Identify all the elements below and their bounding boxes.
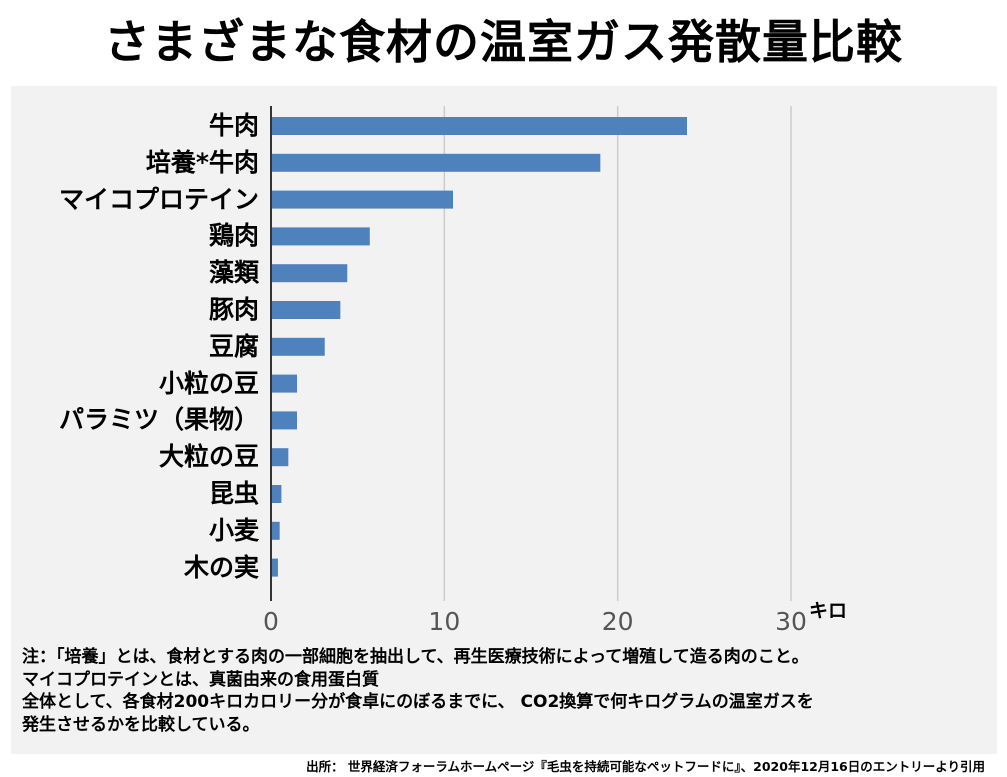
- bar: [271, 227, 370, 246]
- category-label: 藻類: [208, 258, 259, 288]
- category-labels: 牛肉培養*牛肉マイコプロテイン鶏肉藻類豚肉豆腐小粒の豆パラミツ（果物） 大粒の豆昆…: [11, 86, 259, 646]
- category-label: 木の実: [183, 552, 259, 582]
- bar: [271, 301, 341, 319]
- category-label: 豚肉: [208, 295, 259, 324]
- category-label: 小麦: [208, 515, 259, 545]
- category-label: マイコプロテイン: [58, 184, 259, 214]
- category-label: 鶏肉: [208, 221, 259, 251]
- bar: [271, 117, 687, 135]
- source-citation: 出所： 世界経済フォーラムホームページ『毛虫を持続可能なペットフードに』、202…: [306, 759, 985, 774]
- chart-panel: 0 10 20 30 牛肉培養*牛肉マイコプロテイン鶏肉藻類豚肉豆腐小粒の豆パラミツ（…: [11, 86, 997, 754]
- bar: [271, 411, 297, 430]
- x-tick-label: 0: [263, 607, 279, 636]
- bar: [271, 448, 289, 467]
- page-title: さまざまな食材の温室ガス発散量比較: [104, 15, 903, 69]
- category-label: 大粒の豆: [158, 442, 259, 472]
- note-line: 全体として、各食材200キロカロリー分が食卓にのぼるまでに、 CO2換算で何キロ…: [22, 692, 814, 712]
- bar-chart: 0 10 20 30: [263, 106, 807, 636]
- bar: [271, 190, 453, 209]
- x-axis-unit: キロ: [809, 600, 848, 622]
- bar: [271, 337, 325, 356]
- x-tick-label: 10: [428, 607, 460, 636]
- category-label: 牛肉: [208, 111, 259, 140]
- bar: [271, 264, 348, 283]
- category-label: 培養*牛肉: [145, 147, 259, 177]
- bar: [271, 558, 278, 577]
- category-label: 豆腐: [208, 331, 259, 361]
- notes: 注：「培養」とは、食材とする肉の一部細胞を抽出して、再生医療技術によって増殖して…: [22, 646, 992, 736]
- x-tick-label: 30: [775, 607, 807, 636]
- note-line: 注：「培養」とは、食材とする肉の一部細胞を抽出して、再生医療技術によって増殖して…: [22, 647, 809, 667]
- category-label: 昆虫: [208, 479, 259, 508]
- bar: [271, 485, 282, 503]
- bar: [271, 153, 601, 172]
- note-line: 発生させるかを比較している。: [22, 714, 260, 735]
- bar: [271, 374, 297, 393]
- category-label: 小粒の豆: [158, 368, 259, 398]
- category-label: パラミツ（果物）: [58, 405, 259, 435]
- note-line: マイコプロテインとは、真菌由来の食用蛋白質: [22, 669, 379, 690]
- x-tick-label: 20: [602, 607, 634, 636]
- bar: [271, 521, 280, 540]
